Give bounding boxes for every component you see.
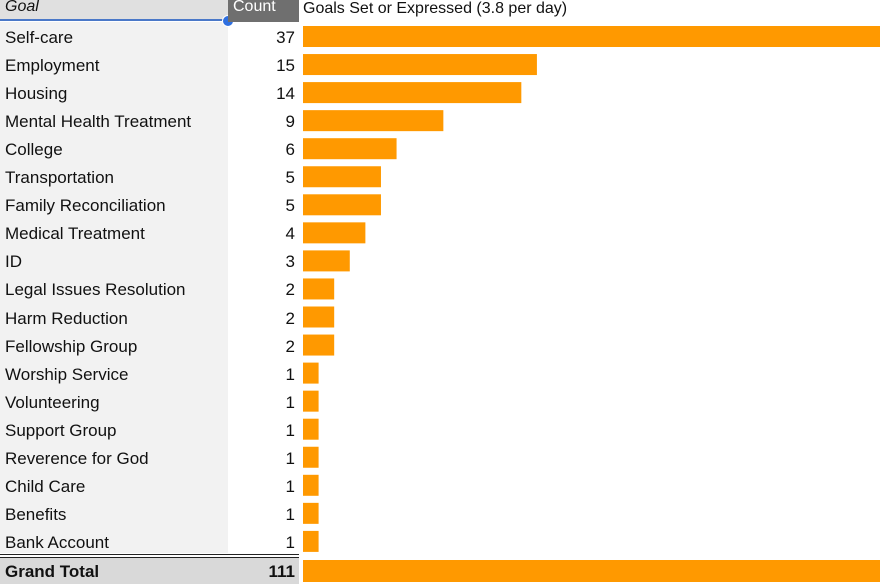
table-row[interactable]: Mental Health Treatment 9 <box>0 108 893 136</box>
bar <box>303 446 319 468</box>
count-cell: 9 <box>285 112 295 132</box>
count-cell: 5 <box>285 196 295 216</box>
goal-cell: Mental Health Treatment <box>5 112 192 132</box>
goal-cell: Volunteering <box>5 392 100 412</box>
table-row[interactable]: Family Reconciliation 5 <box>0 192 893 220</box>
bar <box>303 502 319 524</box>
count-cell: 6 <box>285 140 295 160</box>
count-column <box>228 22 299 553</box>
count-cell: 14 <box>276 84 295 104</box>
bar <box>303 390 319 412</box>
table-row[interactable]: Harm Reduction 2 <box>0 305 893 333</box>
goal-cell: Worship Service <box>5 364 129 384</box>
table-row[interactable]: Benefits 1 <box>0 501 893 529</box>
table-row[interactable]: Reverence for God 1 <box>0 445 893 473</box>
table-row[interactable]: Transportation 5 <box>0 164 893 192</box>
bar <box>303 110 444 132</box>
goal-cell: Bank Account <box>5 532 109 552</box>
table-row[interactable]: Child Care 1 <box>0 473 893 501</box>
bar <box>303 166 381 188</box>
total-separator <box>0 554 299 558</box>
goal-cell: Self-care <box>5 28 74 47</box>
bar <box>303 82 522 104</box>
table-row[interactable]: Medical Treatment 4 <box>0 220 893 248</box>
table-row[interactable]: Employment 15 <box>0 52 893 80</box>
bar <box>303 306 335 328</box>
goal-column <box>0 22 228 553</box>
count-cell: 1 <box>285 476 295 496</box>
goal-cell: College <box>5 140 63 160</box>
goal-cell: Employment <box>5 56 100 76</box>
count-cell: 1 <box>285 420 295 440</box>
goal-cell: ID <box>5 252 22 272</box>
bar <box>303 26 880 47</box>
bar <box>303 418 319 440</box>
goal-cell: Housing <box>5 84 68 104</box>
total-row-count-cell <box>228 558 299 584</box>
count-cell: 2 <box>285 308 295 328</box>
count-cell: 2 <box>285 280 295 300</box>
grand-total-value: 111 <box>268 562 296 581</box>
count-cell: 3 <box>285 252 295 272</box>
table-row[interactable]: Support Group 1 <box>0 417 893 445</box>
count-cell: 15 <box>276 56 295 76</box>
table-row[interactable]: Legal Issues Resolution 2 <box>0 276 893 304</box>
total-row-goal-cell <box>0 558 228 584</box>
table-row[interactable]: Self-care 37 <box>0 24 893 52</box>
bar <box>303 222 366 244</box>
count-cell: 1 <box>285 532 295 552</box>
goal-cell: Support Group <box>5 420 117 440</box>
bar <box>303 334 335 356</box>
bar <box>303 194 381 216</box>
goal-cell: Family Reconciliation <box>5 196 166 216</box>
count-cell: 1 <box>285 364 295 384</box>
count-cell: 1 <box>285 392 295 412</box>
count-cell: 4 <box>285 224 295 244</box>
bar <box>303 138 397 160</box>
count-header-label: Count <box>233 0 276 15</box>
count-cell: 1 <box>285 504 295 524</box>
goal-cell: Benefits <box>5 504 67 524</box>
grand-total-label: Grand Total <box>5 562 100 581</box>
table-row[interactable]: Volunteering 1 <box>0 389 893 417</box>
count-cell: 2 <box>285 336 295 356</box>
bar <box>303 362 319 384</box>
count-cell: 5 <box>285 168 295 188</box>
goal-cell: Medical Treatment <box>5 224 145 244</box>
chart-title: Goals Set or Expressed (3.8 per day) <box>303 0 568 17</box>
count-column-header[interactable]: Count <box>228 0 299 22</box>
bar <box>303 278 335 300</box>
goal-cell: Legal Issues Resolution <box>5 280 186 300</box>
count-cell: 37 <box>276 28 295 47</box>
table-row[interactable]: Worship Service 1 <box>0 361 893 389</box>
goal-header-label: Goal <box>5 0 39 15</box>
goal-cell: Child Care <box>5 476 86 496</box>
goal-column-header[interactable]: Goal <box>0 0 228 21</box>
goal-cell: Reverence for God <box>5 448 149 468</box>
bar <box>303 474 319 496</box>
bar <box>303 54 537 76</box>
count-cell: 1 <box>285 448 295 468</box>
table-row[interactable]: Fellowship Group 2 <box>0 333 893 361</box>
bar <box>303 250 350 272</box>
table-row[interactable]: Bank Account 1 <box>0 529 893 557</box>
table-row[interactable]: Housing 14 <box>0 80 893 108</box>
goal-cell: Transportation <box>5 168 114 188</box>
grand-total-bar <box>303 560 880 582</box>
goal-cell: Fellowship Group <box>5 336 138 356</box>
table-row[interactable]: College 6 <box>0 136 893 164</box>
bar <box>303 530 319 552</box>
table-row[interactable]: ID 3 <box>0 248 893 276</box>
goal-cell: Harm Reduction <box>5 308 128 328</box>
